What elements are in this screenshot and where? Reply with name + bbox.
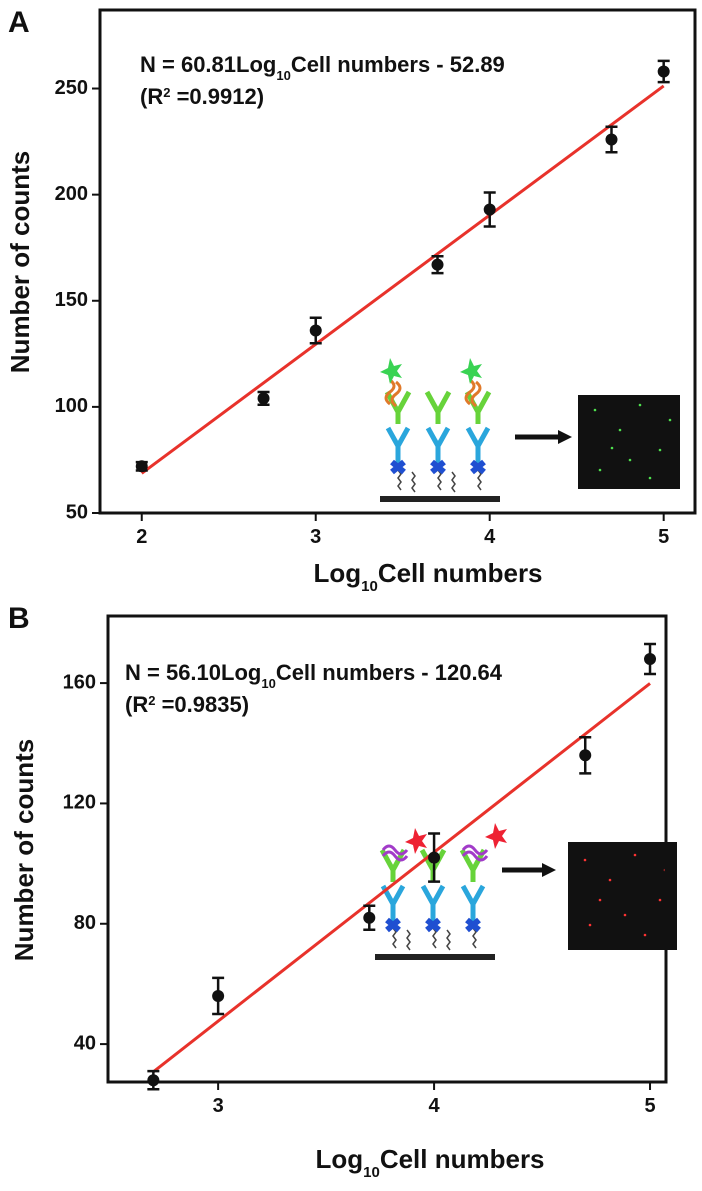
y-tick-label: 200 (55, 183, 88, 205)
x-tick-label: 3 (310, 526, 321, 548)
data-point (431, 258, 444, 271)
data-point (579, 749, 592, 762)
r-squared: (R2 =0.9835) (125, 692, 249, 717)
equation: N = 56.10Log10Cell numbers - 120.64 (125, 660, 503, 691)
data-point (147, 1074, 160, 1087)
x-axis-label-part: Cell numbers (378, 558, 543, 588)
equation-part: Cell numbers - 120.64 (276, 660, 503, 685)
y-tick-label: 120 (63, 792, 96, 814)
equation: N = 60.81Log10Cell numbers - 52.89 (140, 52, 505, 83)
data-point (309, 324, 322, 337)
y-tick-label: 160 (63, 671, 96, 693)
plot-frame (106, 614, 668, 1084)
x-tick-label: 5 (644, 1095, 655, 1117)
equation-part: 10 (261, 676, 275, 691)
x-tick-label: 3 (213, 1095, 224, 1117)
r-squared-part: (R (140, 84, 163, 109)
equation-part: N = 56.10Log (125, 660, 261, 685)
y-tick-label: 100 (55, 395, 88, 417)
y-tick-label: 150 (55, 289, 88, 311)
data-point (657, 65, 670, 78)
y-tick-label: 250 (55, 77, 88, 99)
y-tick-label: 80 (74, 912, 96, 934)
r-squared-part: =0.9912) (170, 84, 264, 109)
fluorescent-spots (593, 403, 672, 480)
panel-label: B (8, 602, 30, 635)
fit-line (140, 84, 665, 475)
y-axis-label: Number of counts (9, 739, 39, 961)
fluorescence-image (568, 842, 677, 950)
x-axis-label: Log10Cell numbers (315, 1144, 544, 1181)
plot-frame (98, 8, 697, 515)
data-point (257, 392, 270, 405)
assay-diagram (375, 823, 507, 960)
x-tick-label: 2 (136, 526, 147, 548)
x-axis-label-part: 10 (363, 1164, 380, 1181)
arrow-head (542, 863, 556, 877)
y-tick-label: 50 (66, 501, 88, 523)
x-axis-label-part: Log (315, 1144, 363, 1174)
y-tick-label: 40 (74, 1032, 96, 1054)
data-point (644, 653, 657, 666)
fluorescence-image (578, 395, 680, 489)
r-squared-part: 2 (163, 85, 170, 100)
x-axis-label-part: Cell numbers (380, 1144, 545, 1174)
assay-diagram (380, 358, 500, 502)
fluorescent-spots (583, 853, 667, 937)
equation-part: 10 (276, 68, 290, 83)
r-squared-part: (R (125, 692, 148, 717)
data-point (363, 911, 376, 924)
x-tick-label: 5 (658, 526, 669, 548)
panel-label: A (8, 6, 30, 39)
data-point (605, 133, 618, 146)
x-axis-label: Log10Cell numbers (313, 558, 542, 595)
data-point (212, 989, 225, 1002)
x-tick-label: 4 (484, 526, 496, 548)
x-axis-label-part: Log (313, 558, 361, 588)
fit-line (152, 682, 651, 1073)
y-axis-label: Number of counts (5, 151, 35, 373)
data-point (428, 851, 441, 864)
r-squared-part: 2 (148, 693, 155, 708)
x-tick-label: 4 (429, 1095, 441, 1117)
arrow-head (558, 430, 572, 444)
r-squared-part: =0.9835) (155, 692, 249, 717)
data-point (135, 460, 148, 473)
x-axis-label-part: 10 (361, 578, 378, 595)
equation-part: Cell numbers - 52.89 (291, 52, 505, 77)
r-squared: (R2 =0.9912) (140, 84, 264, 109)
equation-part: N = 60.81Log (140, 52, 276, 77)
data-point (483, 203, 496, 216)
